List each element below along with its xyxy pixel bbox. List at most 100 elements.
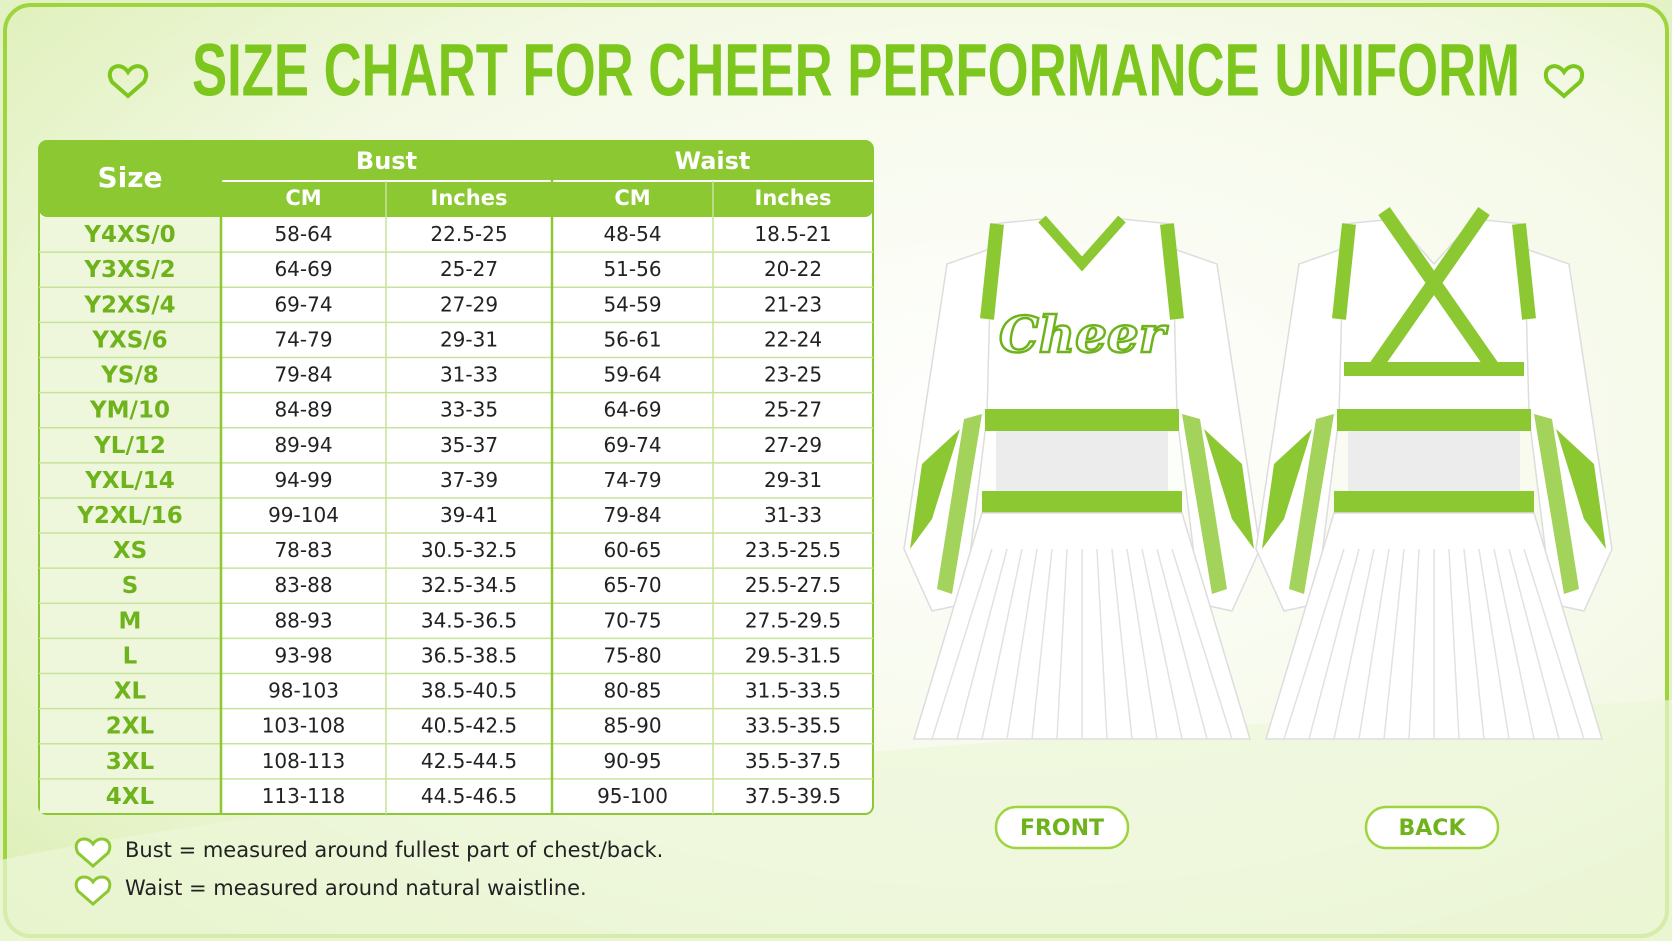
value-cell: 58-64 (274, 222, 332, 246)
value-cell: 29-31 (764, 468, 822, 492)
value-cell: 29-31 (440, 327, 498, 351)
value-cell: 89-94 (274, 433, 332, 457)
value-cell: 94-99 (274, 468, 332, 492)
pleat (1523, 548, 1585, 740)
value-cell: 44.5-46.5 (421, 784, 517, 808)
value-cell: 21-23 (764, 292, 822, 316)
pleat (1448, 548, 1460, 740)
pleat (1031, 548, 1053, 740)
pleat (1493, 548, 1535, 740)
title: SIZE CHART FOR CHEER PERFORMANCE UNIFORM (192, 29, 1520, 112)
value-cell: 34.5-36.5 (421, 608, 517, 632)
value-cell: 35.5-37.5 (745, 749, 841, 773)
note: Waist = measured around natural waistlin… (125, 876, 587, 900)
mesh (996, 431, 1168, 491)
pleat (1141, 548, 1183, 740)
pleat (1126, 548, 1158, 740)
value-cell: 78-83 (274, 538, 332, 562)
sleeve-stripe (1289, 414, 1334, 594)
value-cell: 79-84 (274, 363, 332, 387)
value-cell: 22.5-25 (430, 222, 507, 246)
size-cell: Y2XS/4 (83, 292, 175, 318)
sleeve-stripe (1556, 429, 1606, 549)
value-cell: 31-33 (764, 503, 822, 527)
header-sub: Inches (431, 186, 508, 210)
value-cell: 74-79 (274, 327, 332, 351)
bust-band (985, 409, 1179, 431)
pleat (1006, 548, 1038, 740)
shoulder-straps (1332, 223, 1536, 320)
front-label: FRONT (1020, 816, 1104, 841)
value-cell: 48-54 (603, 222, 661, 246)
value-cell: 27.5-29.5 (745, 608, 841, 632)
value-cell: 25-27 (764, 398, 822, 422)
size-cell: M (119, 608, 142, 634)
size-cell: YL/12 (93, 433, 166, 459)
value-cell: 30.5-32.5 (421, 538, 517, 562)
pleat (1308, 548, 1360, 740)
value-cell: 69-74 (274, 292, 332, 316)
value-cell: 95-100 (597, 784, 668, 808)
value-cell: 31-33 (440, 363, 498, 387)
header-group: Bust (356, 147, 417, 175)
value-cell: 108-113 (262, 749, 346, 773)
header-sub: CM (285, 186, 321, 210)
value-cell: 40.5-42.5 (421, 714, 517, 738)
value-cell: 79-84 (603, 503, 661, 527)
value-cell: 29.5-31.5 (745, 643, 841, 667)
value-cell: 54-59 (603, 292, 661, 316)
value-cell: 83-88 (274, 573, 332, 597)
value-cell: 56-61 (603, 327, 661, 351)
pleat (1283, 548, 1345, 740)
pleat (931, 548, 993, 740)
pleat (1508, 548, 1560, 740)
front-button (994, 805, 1130, 850)
waistband (1334, 491, 1534, 513)
size-cell: YS/8 (100, 363, 159, 389)
value-cell: 65-70 (603, 573, 661, 597)
size-cell: YM/10 (89, 398, 170, 424)
value-cell: 22-24 (764, 327, 822, 351)
value-cell: 74-79 (603, 468, 661, 492)
value-cell: 37.5-39.5 (745, 784, 841, 808)
size-cell: XS (113, 538, 147, 564)
wave (0, 700, 1672, 941)
size-cell: Y4XS/0 (83, 222, 175, 248)
pleat (1383, 548, 1405, 740)
shoulder-straps (980, 223, 1184, 320)
size-cell: S (122, 573, 139, 599)
pleat (1096, 548, 1108, 740)
size-cell: 2XL (106, 714, 155, 740)
note: Bust = measured around fullest part of c… (125, 838, 663, 862)
value-cell: 37-39 (440, 468, 498, 492)
value-cell: 93-98 (274, 643, 332, 667)
size-cell: 3XL (106, 749, 155, 775)
pleat (1333, 548, 1375, 740)
value-cell: 31.5-33.5 (745, 679, 841, 703)
value-cell: 59-64 (603, 363, 661, 387)
logo: Cheer (999, 305, 1169, 364)
value-cell: 51-56 (603, 257, 661, 281)
value-cell: 64-69 (274, 257, 332, 281)
sleeve-stripe (1182, 414, 1227, 594)
sleeve-stripe (937, 414, 982, 594)
back-label: BACK (1399, 816, 1467, 841)
pleat (956, 548, 1008, 740)
value-cell: 99-104 (268, 503, 339, 527)
sleeve-stripe (1534, 414, 1579, 594)
back-button (1364, 805, 1500, 850)
value-cell: 90-95 (603, 749, 661, 773)
value-cell: 98-103 (268, 679, 339, 703)
value-cell: 32.5-34.5 (421, 573, 517, 597)
value-cell: 80-85 (603, 679, 661, 703)
value-cell: 18.5-21 (754, 222, 831, 246)
header-group: Waist (675, 147, 751, 175)
pleat (1111, 548, 1133, 740)
back-uniform (1255, 207, 1613, 740)
value-cell: 85-90 (603, 714, 661, 738)
value-cell: 23.5-25.5 (745, 538, 841, 562)
heart-icon (108, 64, 148, 99)
value-cell: 113-118 (262, 784, 346, 808)
value-cell: 33.5-35.5 (745, 714, 841, 738)
